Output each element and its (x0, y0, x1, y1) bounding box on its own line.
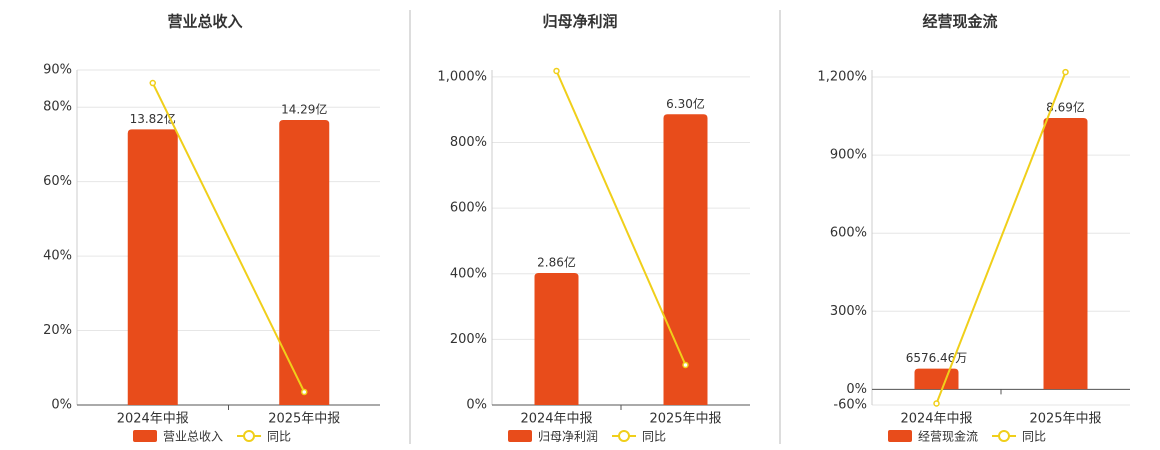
legend-label: 营业总收入 (163, 430, 223, 444)
y-tick-label: 800% (450, 135, 487, 150)
y-tick-label: 600% (450, 201, 487, 216)
bar (1043, 118, 1088, 390)
x-tick-label: 2025年中报 (268, 412, 340, 427)
y-tick-label: 1,000% (437, 69, 487, 84)
y-tick-label: 60% (43, 174, 72, 189)
bar (663, 114, 708, 406)
point (149, 79, 156, 87)
data-label: 13.82亿 (130, 111, 176, 126)
y-tick-label: 0% (51, 398, 72, 413)
x-tick-label: 2024年中报 (900, 412, 972, 427)
legend-label: 归母净利润 (538, 430, 598, 444)
point (301, 388, 308, 396)
x-tick-label: 2025年中报 (1029, 412, 1101, 427)
line (555, 70, 687, 366)
x-tick-label: 2024年中报 (520, 412, 592, 427)
data-label: 2.86亿 (537, 255, 576, 270)
data-label: 8.69亿 (1046, 100, 1085, 115)
y-tick-label: 80% (43, 100, 72, 115)
bar (914, 368, 959, 390)
point (933, 400, 940, 407)
y-tick-label: 600% (830, 226, 867, 241)
chart-title: 营业总收入 (167, 13, 242, 31)
chart-title: 归母净利润 (542, 13, 617, 31)
y-tick-label: 1,200% (817, 70, 867, 85)
chart-title: 经营现金流 (922, 13, 997, 31)
bar (534, 273, 579, 405)
legend-label: 同比 (642, 430, 666, 444)
legend-label: 同比 (267, 430, 291, 444)
point (553, 67, 560, 75)
line (151, 82, 306, 393)
point (1062, 68, 1069, 76)
point (682, 361, 689, 369)
legend-label: 同比 (1022, 430, 1046, 444)
legend-swatch (243, 430, 256, 442)
x-tick-label: 2025年中报 (649, 412, 721, 427)
y-tick-label: 0% (466, 398, 487, 413)
legend-swatch (998, 430, 1011, 442)
x-tick-label: 2024年中报 (117, 412, 189, 427)
y-tick-label: 40% (43, 249, 72, 264)
y-tick-label: 0% (846, 382, 867, 397)
legend-swatch (133, 430, 157, 442)
y-tick-label: 300% (830, 304, 867, 319)
y-tick-label: 200% (450, 332, 487, 347)
y-tick-label: 90% (43, 63, 72, 78)
data-label: 14.29亿 (281, 102, 327, 117)
bar (279, 120, 330, 405)
y-tick-label: 400% (450, 266, 487, 281)
line (935, 71, 1067, 404)
legend-swatch (508, 430, 532, 442)
y-tick-label: 20% (43, 323, 72, 338)
bar (127, 129, 178, 406)
data-label: 6576.46万 (906, 351, 968, 365)
legend-label: 经营现金流 (918, 429, 978, 444)
y-tick-label: 900% (830, 148, 867, 163)
y-tick-label: -60% (833, 398, 867, 413)
data-label: 6.30亿 (666, 96, 705, 111)
legend-swatch (888, 430, 912, 442)
legend-swatch (618, 430, 631, 442)
